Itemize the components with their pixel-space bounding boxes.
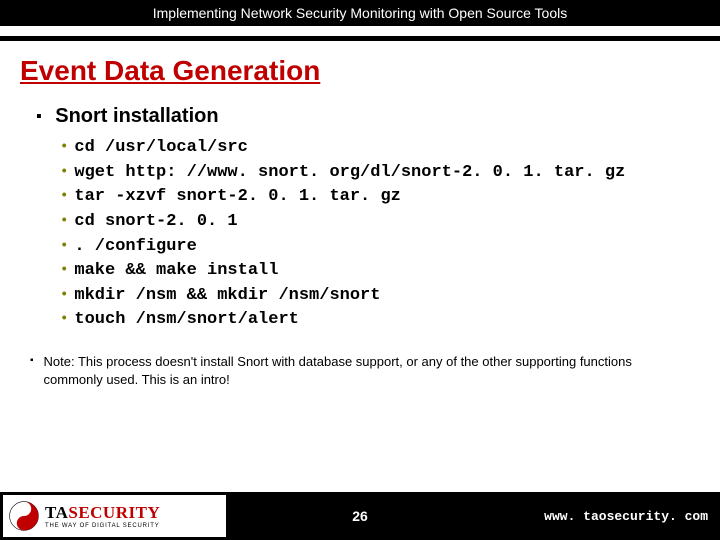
- command-item: • make && make install: [60, 259, 690, 284]
- logo-part-1: TA: [45, 503, 68, 522]
- note-bullet-icon: ▪: [30, 355, 34, 366]
- page-number: 26: [352, 508, 368, 524]
- logo-main: TASECURITY: [45, 504, 160, 521]
- bullet-icon: •: [60, 259, 68, 281]
- command-item: • . /configure: [60, 235, 690, 260]
- command-text: wget http: //www. snort. org/dl/snort-2.…: [74, 161, 625, 186]
- command-item: • tar -xzvf snort-2. 0. 1. tar. gz: [60, 185, 690, 210]
- command-item: • touch /nsm/snort/alert: [60, 308, 690, 333]
- slide-title: Event Data Generation: [0, 41, 720, 97]
- logo-part-2: SECURITY: [68, 503, 160, 522]
- header-bar: Implementing Network Security Monitoring…: [0, 0, 720, 26]
- command-item: • cd snort-2. 0. 1: [60, 210, 690, 235]
- bullet-icon: •: [60, 210, 68, 232]
- bullet-icon: •: [60, 136, 68, 158]
- bullet-icon: •: [60, 284, 68, 306]
- section-heading: Snort installation: [30, 105, 690, 128]
- footer-url: www. taosecurity. com: [544, 509, 708, 524]
- command-text: tar -xzvf snort-2. 0. 1. tar. gz: [74, 185, 400, 210]
- command-text: cd snort-2. 0. 1: [74, 210, 237, 235]
- note-block: ▪ Note: This process doesn't install Sno…: [0, 333, 720, 388]
- command-text: touch /nsm/snort/alert: [74, 308, 298, 333]
- section-heading-text: Snort installation: [55, 105, 218, 127]
- bullet-icon: •: [60, 185, 68, 207]
- logo-sub: THE WAY OF DIGITAL SECURITY: [45, 523, 160, 529]
- command-item: • mkdir /nsm && mkdir /nsm/snort: [60, 284, 690, 309]
- bullet-icon: •: [60, 308, 68, 330]
- yinyang-icon: [9, 501, 39, 531]
- note-text: Note: This process doesn't install Snort…: [44, 353, 690, 388]
- bullet-icon: •: [60, 235, 68, 257]
- command-text: . /configure: [74, 235, 196, 260]
- logo-text: TASECURITY THE WAY OF DIGITAL SECURITY: [45, 504, 160, 529]
- command-item: • cd /usr/local/src: [60, 136, 690, 161]
- command-list: • cd /usr/local/src • wget http: //www. sn…: [30, 136, 690, 333]
- content-area: Snort installation • cd /usr/local/src • w…: [0, 97, 720, 333]
- bullet-icon: •: [60, 161, 68, 183]
- command-text: cd /usr/local/src: [74, 136, 247, 161]
- command-text: mkdir /nsm && mkdir /nsm/snort: [74, 284, 380, 309]
- command-item: • wget http: //www. snort. org/dl/snort-2…: [60, 161, 690, 186]
- command-text: make && make install: [74, 259, 278, 284]
- header-title: Implementing Network Security Monitoring…: [153, 5, 567, 21]
- footer-bar: TASECURITY THE WAY OF DIGITAL SECURITY 2…: [0, 492, 720, 540]
- logo: TASECURITY THE WAY OF DIGITAL SECURITY: [2, 494, 227, 538]
